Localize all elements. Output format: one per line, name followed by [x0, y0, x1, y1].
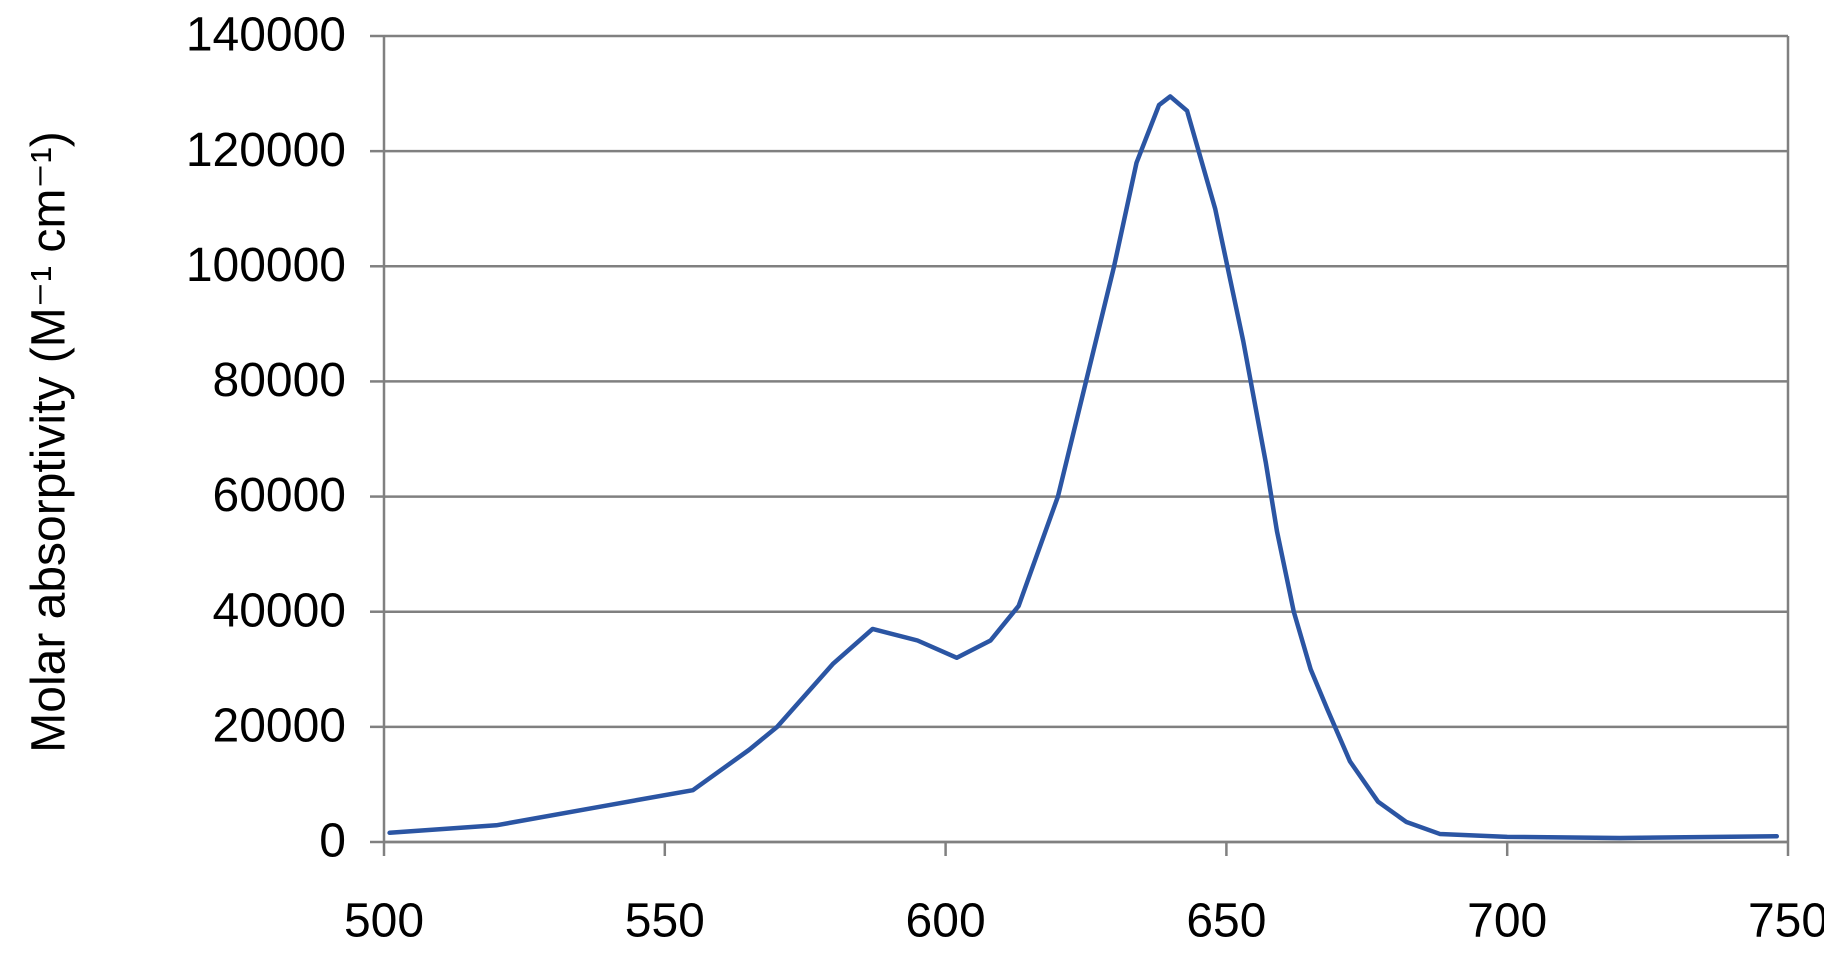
y-tick-label: 120000 — [186, 124, 346, 177]
y-tick-label: 140000 — [186, 9, 346, 62]
y-tick-label: 40000 — [213, 584, 346, 637]
y-axis-label: Molar absorptivity (M⁻¹ cm⁻¹) — [23, 131, 76, 752]
x-tick-label: 650 — [1186, 895, 1266, 948]
x-tick-label: 500 — [344, 895, 424, 948]
y-tick-label: 80000 — [213, 354, 346, 407]
y-tick-label: 60000 — [213, 469, 346, 522]
y-tick-label: 20000 — [213, 700, 346, 753]
data-line — [387, 94, 1780, 841]
x-tick-label: 700 — [1467, 895, 1547, 948]
x-tick-label: 600 — [906, 895, 986, 948]
x-tick-label: 750 — [1748, 895, 1824, 948]
y-tick-label: 0 — [319, 815, 346, 868]
x-tick-label: 550 — [625, 895, 705, 948]
y-tick-label: 100000 — [186, 239, 346, 292]
